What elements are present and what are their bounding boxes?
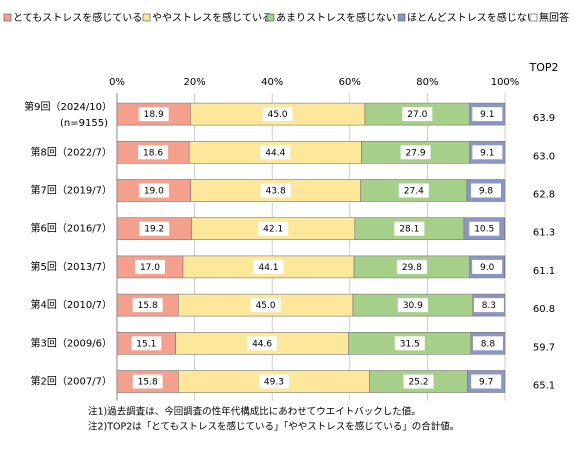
value-label: 31.5 bbox=[400, 339, 420, 349]
category-label: 第3回（2009/6） bbox=[30, 336, 112, 349]
x-tick-label: 60% bbox=[339, 77, 361, 88]
value-label: 45.0 bbox=[256, 301, 276, 311]
x-tick-label: 20% bbox=[183, 77, 205, 88]
legend-label: あまりストレスを感じない bbox=[276, 11, 396, 24]
legend-swatch bbox=[143, 14, 150, 21]
top2-value: 65.1 bbox=[533, 381, 555, 392]
legend-label: とてもストレスを感じている bbox=[13, 11, 142, 24]
note: 注2)TOP2は「とてもストレスを感じている」「ややストレスを感じている」の合計… bbox=[88, 421, 459, 433]
top2-value: 63.9 bbox=[533, 113, 555, 124]
value-label: 45.0 bbox=[268, 110, 288, 120]
value-label: 9.1 bbox=[480, 148, 494, 158]
top2-value: 59.7 bbox=[533, 342, 555, 353]
value-label: 28.1 bbox=[399, 225, 419, 235]
legend-swatch bbox=[530, 14, 537, 21]
value-label: 18.6 bbox=[143, 148, 163, 158]
top2-value: 60.8 bbox=[533, 304, 555, 315]
value-label: 15.8 bbox=[138, 301, 158, 311]
value-label: 10.5 bbox=[474, 225, 494, 235]
value-label: 27.9 bbox=[406, 148, 426, 158]
value-label: 9.8 bbox=[479, 187, 494, 197]
legend-label: ほとんどストレスを感じない bbox=[407, 11, 537, 24]
value-label: 49.3 bbox=[264, 378, 284, 388]
category-label: 第9回（2024/10） bbox=[24, 100, 112, 113]
value-label: 25.2 bbox=[408, 378, 428, 388]
value-label: 43.8 bbox=[266, 187, 286, 197]
value-label: 27.0 bbox=[407, 110, 427, 120]
value-label: 30.9 bbox=[403, 301, 423, 311]
value-label: 44.4 bbox=[265, 148, 285, 158]
value-label: 44.1 bbox=[258, 263, 278, 273]
value-label: 9.0 bbox=[480, 263, 495, 273]
top2-value: 62.8 bbox=[533, 190, 555, 201]
value-label: 17.0 bbox=[140, 263, 160, 273]
x-tick-label: 100% bbox=[491, 77, 520, 88]
category-label: 第6回（2016/7） bbox=[30, 222, 112, 235]
category-note: (n=9155) bbox=[60, 118, 108, 129]
value-label: 15.8 bbox=[138, 378, 158, 388]
value-label: 27.4 bbox=[404, 187, 424, 197]
value-label: 19.2 bbox=[144, 225, 164, 235]
value-label: 15.1 bbox=[136, 339, 156, 349]
category-label: 第2回（2007/7） bbox=[30, 375, 112, 388]
value-label: 9.7 bbox=[479, 378, 493, 388]
legend-swatch bbox=[398, 14, 405, 21]
category-label: 第7回（2019/7） bbox=[30, 184, 112, 197]
legend-label: 無回答 bbox=[539, 11, 569, 24]
value-label: 18.9 bbox=[144, 110, 164, 120]
value-label: 8.8 bbox=[481, 339, 496, 349]
value-label: 44.6 bbox=[252, 339, 272, 349]
legend-label: ややストレスを感じている bbox=[152, 11, 272, 24]
category-label: 第5回（2013/7） bbox=[30, 260, 112, 273]
value-label: 9.1 bbox=[480, 110, 494, 120]
top2-value: 61.1 bbox=[533, 266, 555, 277]
value-label: 8.3 bbox=[482, 301, 496, 311]
x-tick-label: 40% bbox=[261, 77, 283, 88]
category-label: 第8回（2022/7） bbox=[30, 145, 112, 158]
value-label: 42.1 bbox=[263, 225, 283, 235]
note: 注1)過去調査は、今回調査の性年代構成比にあわせてウエイトバックした値。 bbox=[88, 406, 421, 418]
top2-header: TOP2 bbox=[528, 61, 558, 74]
legend-swatch bbox=[4, 14, 11, 21]
value-label: 29.8 bbox=[402, 263, 422, 273]
top2-value: 61.3 bbox=[533, 228, 555, 239]
category-label: 第4回（2010/7） bbox=[30, 298, 112, 311]
value-label: 19.0 bbox=[144, 187, 164, 197]
top2-value: 63.0 bbox=[533, 151, 555, 162]
x-tick-label: 80% bbox=[416, 77, 438, 88]
x-tick-label: 0% bbox=[109, 77, 125, 88]
legend-swatch bbox=[267, 14, 274, 21]
